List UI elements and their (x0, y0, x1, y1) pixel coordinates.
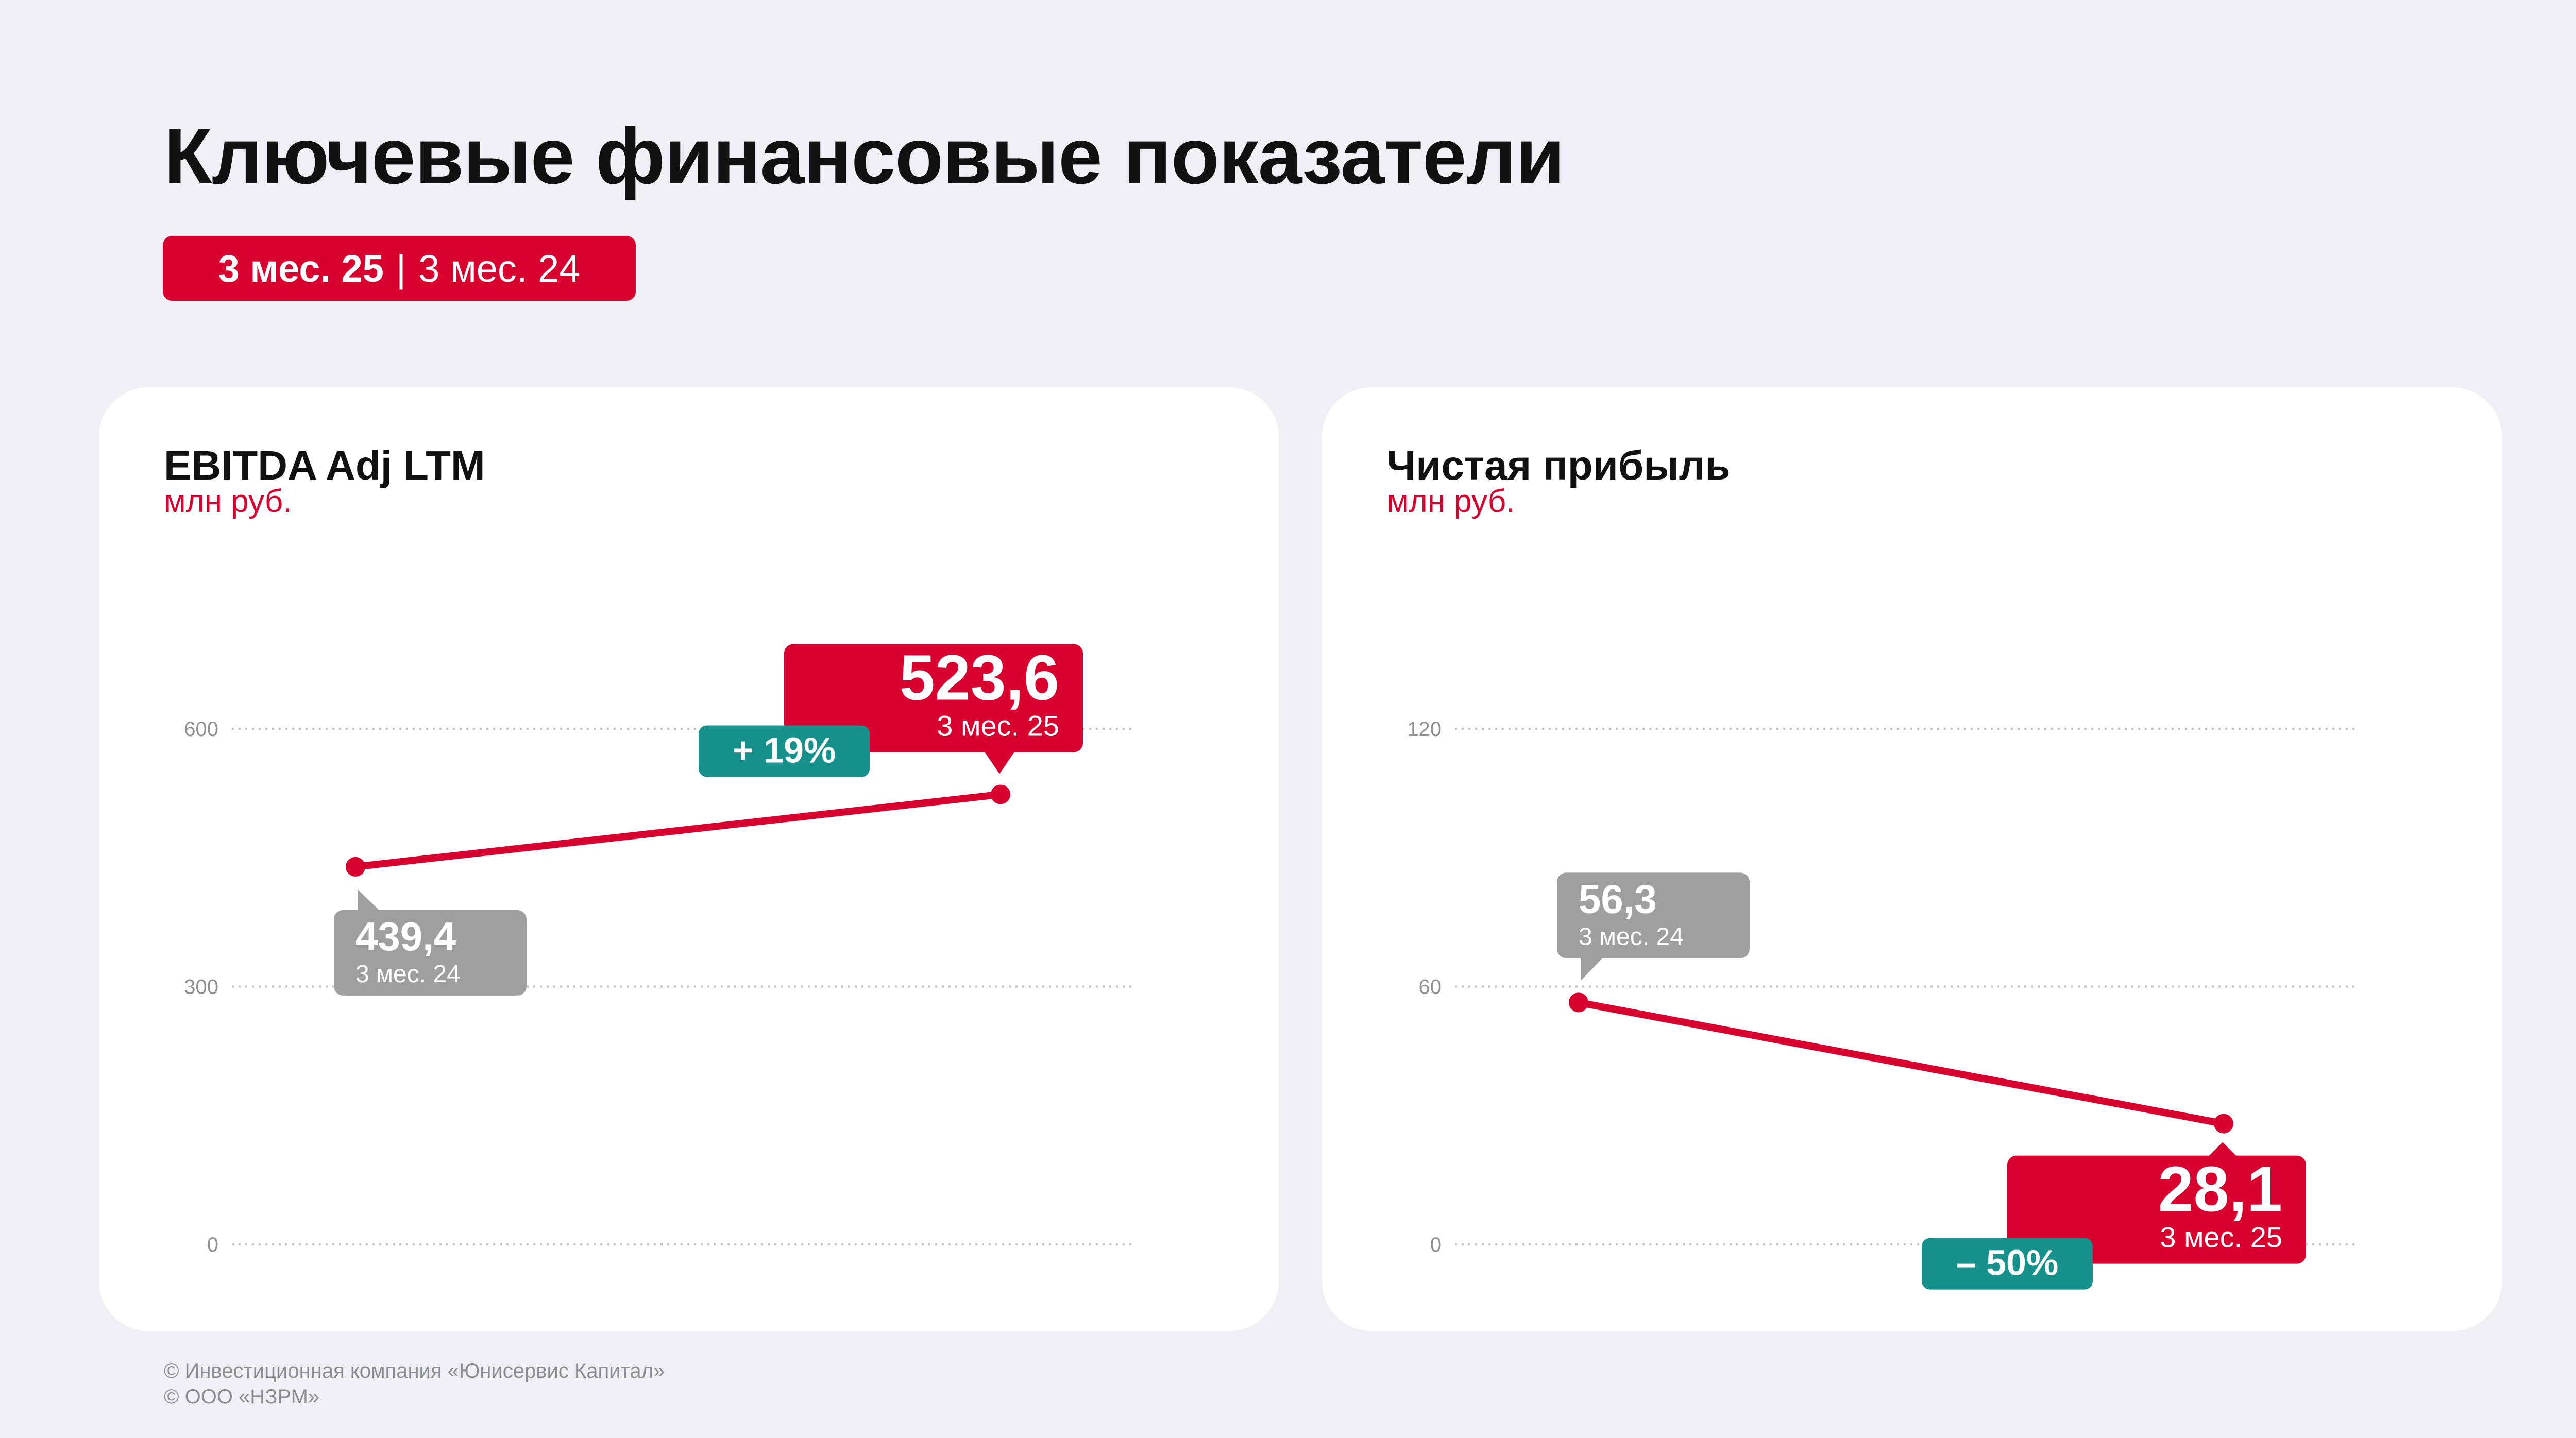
period-separator: | (396, 247, 406, 290)
previous-callout (1557, 872, 1750, 958)
y-tick-label: 60 (1419, 976, 1442, 999)
data-point (346, 857, 365, 877)
previous-period-label: 3 мес. 24 (355, 961, 461, 988)
footer-copyright-2: © ООО «НЗРМ» (164, 1385, 320, 1408)
current-callout (2007, 1155, 2306, 1264)
series-line (352, 791, 1004, 870)
series-line (1575, 999, 2227, 1127)
previous-callout (334, 910, 527, 996)
ebitda-unit-label: млн руб. (164, 484, 292, 519)
net-profit-chart: 0 60 120 56,33 мес. 24 28,13 мес. 25 – 50% (1407, 718, 2355, 1290)
current-callout-pointer (982, 748, 1017, 774)
data-point (2214, 1114, 2233, 1134)
current-callout-pointer (2205, 1142, 2240, 1160)
change-value-label: – 50% (1956, 1243, 2058, 1283)
ebitda-chart-title: EBITDA Adj LTM (164, 442, 485, 488)
current-value-label: 523,6 (900, 642, 1059, 713)
net-profit-chart-title: Чистая прибыль (1387, 442, 1731, 488)
previous-callout-pointer (358, 889, 383, 914)
y-tick-label: 120 (1407, 718, 1442, 741)
period-current-label: 3 мес. 25 (218, 247, 384, 290)
y-tick-label: 300 (184, 976, 218, 999)
previous-value-label: 439,4 (355, 914, 456, 959)
current-value-label: 28,1 (2158, 1154, 2282, 1225)
current-callout (784, 644, 1083, 752)
page-title: Ключевые финансовые показатели (164, 112, 1565, 200)
ebitda-chart: 0 300 600 439,43 мес. 24 523,63 мес. 25 + 19% (184, 642, 1132, 1256)
y-tick-label: 0 (1430, 1234, 1442, 1256)
change-value-label: + 19% (733, 730, 836, 770)
data-point (1569, 992, 1588, 1013)
y-tick-label: 0 (207, 1234, 218, 1256)
current-period-label: 3 мес. 25 (2160, 1221, 2282, 1254)
current-period-label: 3 мес. 25 (937, 709, 1059, 742)
change-badge (699, 725, 870, 777)
previous-period-label: 3 мес. 24 (1579, 923, 1684, 950)
change-badge (1922, 1238, 2093, 1290)
period-badge: 3 мес. 25 | 3 мес. 24 (163, 236, 636, 301)
data-point (991, 784, 1010, 804)
net-profit-card: Чистая прибыль млн руб. 0 60 120 56,3 3 мес.… (1322, 387, 2502, 1331)
footer-copyright-1: © Инвестиционная компания «Юнисервис Кап… (164, 1360, 665, 1382)
ebitda-card: EBITDA Adj LTM млн руб. 0 300 600 439,4 3 ме… (99, 387, 1279, 1331)
y-tick-label: 600 (184, 718, 218, 741)
period-previous-label: 3 мес. 24 (418, 247, 581, 290)
previous-value-label: 56,3 (1579, 876, 1657, 921)
net-profit-unit-label: млн руб. (1387, 484, 1515, 519)
previous-callout-pointer (1581, 954, 1606, 981)
